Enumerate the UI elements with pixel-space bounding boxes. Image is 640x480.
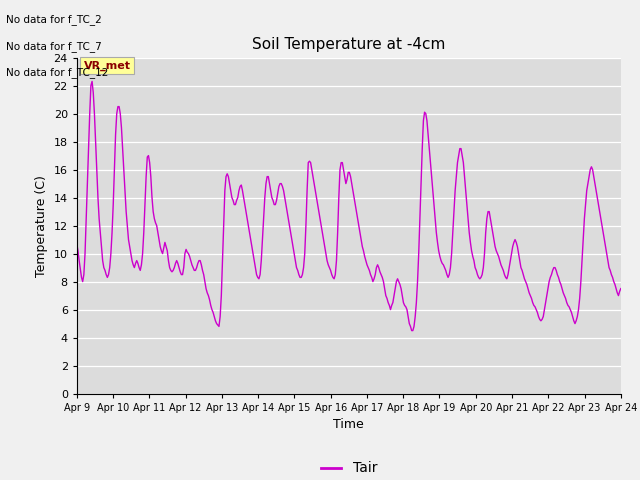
Text: VR_met: VR_met	[84, 60, 131, 71]
X-axis label: Time: Time	[333, 418, 364, 431]
Text: No data for f_TC_7: No data for f_TC_7	[6, 41, 102, 52]
Text: No data for f_TC_12: No data for f_TC_12	[6, 67, 109, 78]
Text: No data for f_TC_2: No data for f_TC_2	[6, 14, 102, 25]
Legend: Tair: Tair	[315, 456, 383, 480]
Title: Soil Temperature at -4cm: Soil Temperature at -4cm	[252, 37, 445, 52]
Y-axis label: Temperature (C): Temperature (C)	[35, 175, 48, 276]
